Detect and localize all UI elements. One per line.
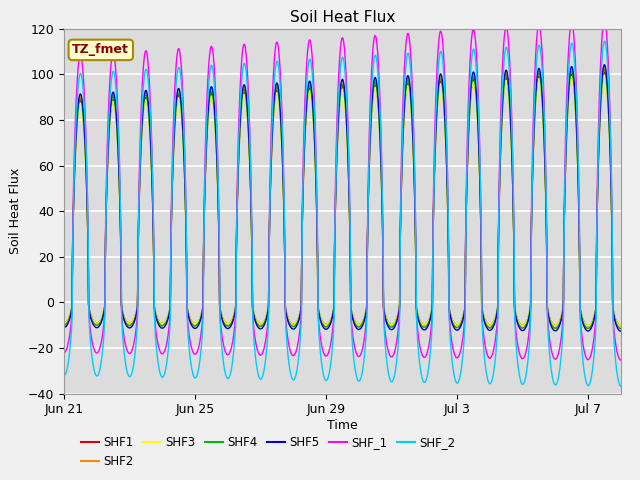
Line: SHF4: SHF4	[64, 70, 621, 329]
SHF2	[366, 137, 374, 143]
Legend: SHF1, SHF2, SHF3, SHF4, SHF5, SHF_1, SHF_2: SHF1, SHF2, SHF3, SHF4, SHF5, SHF_1, SHF…	[81, 436, 456, 468]
SHF_2	[366, 125, 374, 131]
SHF2	[227, 320, 235, 326]
SHF1	[617, 323, 625, 329]
SHF_1	[104, 129, 111, 134]
SHF5	[617, 328, 625, 334]
SHF4	[104, 157, 111, 163]
Line: SHF_2: SHF_2	[64, 41, 621, 386]
SHF4	[227, 320, 235, 326]
SHF3	[617, 323, 625, 329]
SHF_2	[104, 146, 111, 152]
Title: Soil Heat Flux: Soil Heat Flux	[290, 10, 395, 25]
SHF4	[600, 67, 608, 73]
SHF2	[104, 156, 111, 162]
SHF_2	[180, 136, 188, 142]
SHF_1	[600, 17, 608, 23]
SHF3	[60, 320, 68, 326]
SHF2	[617, 326, 625, 332]
SHF5	[600, 62, 608, 68]
SHF4	[617, 326, 625, 332]
SHF_1	[227, 346, 235, 351]
SHF_1	[617, 357, 625, 363]
SHF2	[499, 97, 506, 103]
SHF1	[180, 159, 188, 165]
SHF1	[499, 103, 506, 108]
SHF5	[499, 96, 506, 101]
SHF_2	[617, 384, 625, 389]
SHF_2	[499, 79, 506, 84]
SHF1	[600, 70, 608, 75]
SHF2	[173, 95, 180, 100]
SHF_2	[227, 367, 235, 373]
SHF3	[499, 103, 506, 109]
SHF_2	[60, 372, 68, 378]
SHF_1	[180, 128, 188, 133]
Line: SHF1: SHF1	[64, 72, 621, 326]
SHF3	[227, 318, 235, 324]
SHF1	[227, 318, 235, 324]
SHF_2	[173, 73, 180, 79]
X-axis label: Time: Time	[327, 419, 358, 432]
SHF1	[104, 160, 111, 166]
SHF2	[180, 157, 188, 163]
SHF3	[104, 159, 111, 165]
SHF5	[104, 155, 111, 161]
SHF3	[173, 101, 180, 107]
SHF_1	[366, 106, 374, 112]
SHF2	[60, 322, 68, 328]
SHF5	[227, 323, 235, 328]
SHF5	[173, 92, 180, 98]
Line: SHF2: SHF2	[64, 67, 621, 329]
SHF_1	[60, 349, 68, 355]
SHF4	[60, 322, 68, 328]
SHF5	[60, 324, 68, 330]
Text: TZ_fmet: TZ_fmet	[72, 43, 129, 56]
SHF5	[180, 155, 188, 161]
SHF2	[600, 64, 608, 70]
SHF4	[366, 138, 374, 144]
SHF1	[366, 142, 374, 148]
SHF3	[180, 164, 188, 169]
SHF4	[180, 160, 188, 166]
SHF_1	[499, 58, 506, 64]
SHF5	[366, 136, 374, 142]
Line: SHF_1: SHF_1	[64, 20, 621, 360]
Line: SHF5: SHF5	[64, 65, 621, 331]
Y-axis label: Soil Heat Flux: Soil Heat Flux	[10, 168, 22, 254]
SHF3	[600, 72, 608, 78]
SHF3	[366, 141, 374, 147]
SHF4	[499, 99, 506, 105]
SHF1	[173, 99, 180, 105]
Line: SHF3: SHF3	[64, 75, 621, 326]
SHF1	[60, 320, 68, 326]
SHF_1	[173, 54, 180, 60]
SHF4	[173, 96, 180, 102]
SHF_2	[601, 38, 609, 44]
